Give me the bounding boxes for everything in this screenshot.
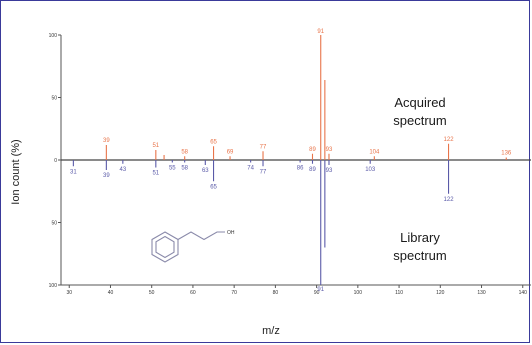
library-peak-label: 39 xyxy=(103,173,110,179)
x-tick-label: 110 xyxy=(395,290,403,296)
acquired-peak-label: 58 xyxy=(181,149,188,155)
acquired-peak-label: 136 xyxy=(501,151,512,157)
library-peak-label: 65 xyxy=(210,184,217,190)
y-tick-label: 50 xyxy=(51,221,57,227)
x-tick-label: 120 xyxy=(436,290,445,296)
x-tick-label: 130 xyxy=(477,290,486,296)
x-tick-label: 140 xyxy=(519,290,528,296)
acquired-peak-label: 51 xyxy=(152,143,159,149)
x-axis-title: m/z xyxy=(262,325,280,337)
acquired-peak-label: 104 xyxy=(369,149,380,155)
library-peak-label: 31 xyxy=(70,169,77,175)
x-tick-label: 70 xyxy=(231,290,237,296)
library-peak-label: 77 xyxy=(260,169,267,175)
x-tick-label: 40 xyxy=(108,290,114,296)
chemical-structure: OH xyxy=(151,230,235,263)
library-peak-label: 93 xyxy=(326,168,333,174)
axes: 100 50 0 50 100 30 40 50 60 70 80 90 100 110 120 130 140 xyxy=(49,33,531,296)
library-peak-label: 103 xyxy=(365,167,376,173)
y-tick-label: 50 xyxy=(51,96,57,102)
library-peaks xyxy=(72,160,450,285)
benzene-inner-ring xyxy=(155,235,175,259)
annotation-acquired-line2: spectrum xyxy=(393,113,446,128)
library-peak-label: 58 xyxy=(181,166,188,172)
x-tick-label: 60 xyxy=(190,290,196,296)
library-peak-label: 86 xyxy=(297,166,304,172)
library-peak-label: 51 xyxy=(152,171,159,177)
side-chain xyxy=(177,231,225,241)
y-tick-label: 100 xyxy=(49,33,58,39)
x-tick-label: 100 xyxy=(354,290,363,296)
acquired-peak-label: 122 xyxy=(444,137,455,143)
peak-labels: 39 51 58 65 69 77 89 91 93 104 122 136 31 39 43 51 55 58 6… xyxy=(70,29,512,293)
annotation-library-line2: spectrum xyxy=(393,248,446,263)
x-tick-label: 30 xyxy=(66,290,72,296)
acquired-peak-label: 65 xyxy=(210,139,217,145)
library-peak-label: 63 xyxy=(202,168,209,174)
library-peak-label: 122 xyxy=(444,197,455,203)
library-peak-label: 74 xyxy=(247,166,254,172)
y-tick-label: 0 xyxy=(54,158,57,164)
x-tick-label: 80 xyxy=(273,290,279,296)
acquired-peak-label: 69 xyxy=(227,149,234,155)
library-peak-label: 89 xyxy=(309,167,316,173)
library-peak-label: 55 xyxy=(169,166,176,172)
y-axis-title: Ion count (%) xyxy=(10,139,22,204)
acquired-peak-label: 91 xyxy=(317,29,324,35)
acquired-peak-label: 77 xyxy=(260,144,267,150)
hydroxyl-label: OH xyxy=(227,230,235,236)
annotation-acquired-line1: Acquired xyxy=(394,95,445,110)
acquired-peak-label: 39 xyxy=(103,138,110,144)
x-tick-label: 50 xyxy=(149,290,155,296)
library-peak-label: 43 xyxy=(119,167,126,173)
annotation-library-line1: Library xyxy=(400,230,440,245)
acquired-peak-label: 89 xyxy=(309,147,316,153)
x-tick-label: 90 xyxy=(314,290,320,296)
y-tick-label: 100 xyxy=(49,283,58,289)
library-peak-label: 91 xyxy=(317,287,324,293)
acquired-peak-label: 93 xyxy=(326,147,333,153)
acquired-peaks xyxy=(105,35,507,160)
